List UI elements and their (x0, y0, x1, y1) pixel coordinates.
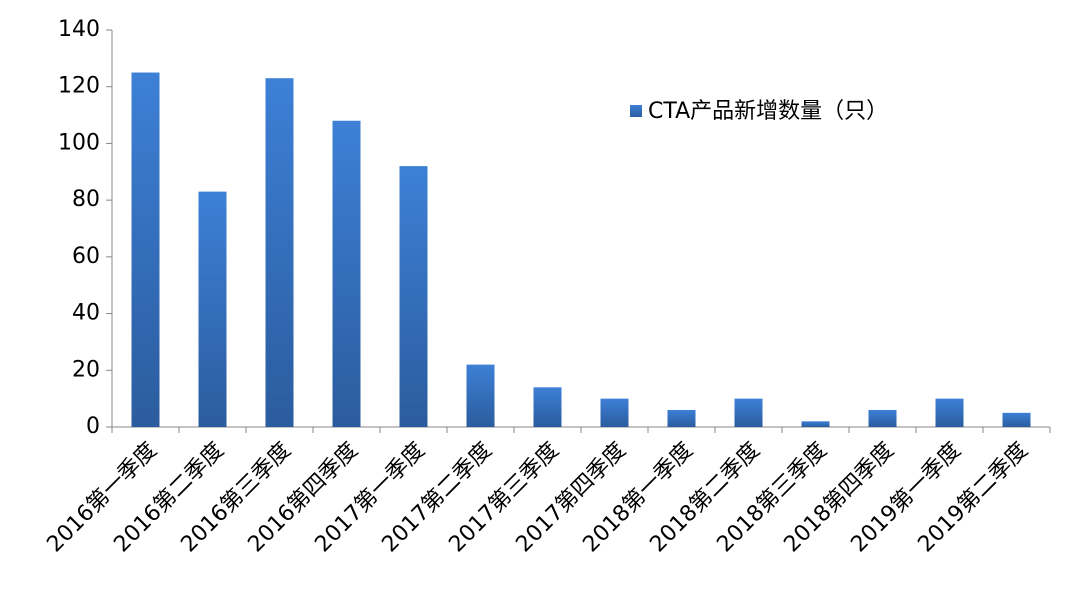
y-tick-label: 40 (72, 301, 100, 326)
bar (332, 120, 361, 427)
bar (935, 398, 964, 427)
bar (734, 398, 763, 427)
y-tick-label: 60 (72, 244, 100, 269)
y-tick-label: 140 (58, 17, 100, 42)
y-tick-label: 100 (58, 130, 100, 155)
bar (868, 409, 897, 427)
bar (801, 421, 830, 427)
bar (667, 409, 696, 427)
bar (399, 166, 428, 427)
bar (198, 191, 227, 427)
legend-label: CTA产品新增数量（只） (648, 99, 888, 124)
y-tick-label: 80 (72, 187, 100, 212)
bar (533, 387, 562, 427)
bar (131, 72, 160, 428)
y-tick-label: 0 (86, 414, 100, 439)
bar (466, 364, 495, 427)
y-tick-label: 20 (72, 357, 100, 382)
bar (600, 398, 629, 427)
y-tick-label: 120 (58, 74, 100, 99)
bar (1002, 412, 1031, 427)
bar (265, 78, 294, 427)
legend-marker (630, 105, 642, 117)
